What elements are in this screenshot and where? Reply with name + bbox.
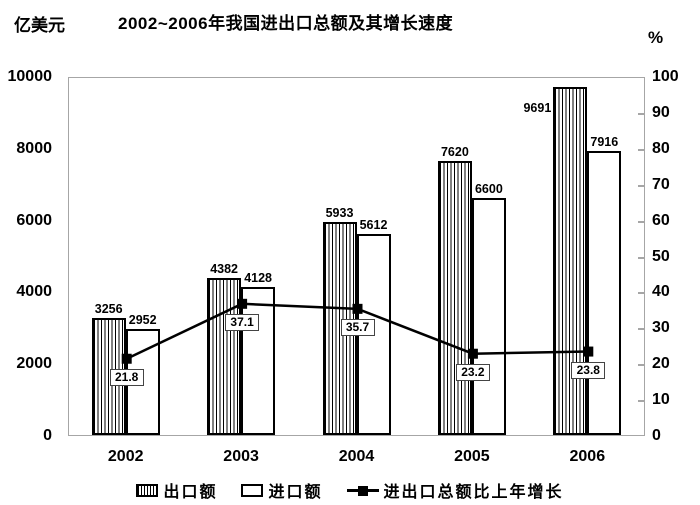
y-axis-right-tick-label: 60	[652, 211, 670, 229]
y-axis-right-tick-label: 80	[652, 139, 670, 157]
right-axis-tick-mark	[638, 220, 644, 223]
bar-value-label: 9691	[523, 101, 552, 116]
bar-value-label: 3256	[94, 302, 123, 317]
import-bar-swatch-icon	[241, 483, 264, 497]
y-axis-right-tick-label: 20	[652, 355, 670, 373]
y-axis-right-tick-label: 70	[652, 175, 670, 193]
legend: 出口额 进口额 进出口总额比上年增长	[0, 478, 700, 502]
growth-value-label: 37.1	[225, 313, 260, 331]
bar-value-label: 5612	[359, 217, 388, 232]
left-axis-unit-label: 亿美元	[14, 16, 65, 35]
growth-line	[121, 298, 594, 364]
right-axis-tick-mark	[638, 400, 644, 403]
export-bar-2005	[437, 161, 472, 435]
growth-marker	[583, 346, 594, 357]
growth-value-label: 23.8	[571, 361, 606, 379]
right-axis-tick-mark	[638, 364, 644, 367]
y-axis-left-tick-label: 10000	[7, 68, 53, 85]
y-axis-left-tick-label: 4000	[16, 283, 52, 301]
legend-item-growth: 进出口总额比上年增长	[346, 478, 564, 502]
right-axis-unit-label: %	[648, 28, 664, 47]
growth-marker	[352, 303, 363, 314]
y-axis-left-tick-label: 0	[43, 427, 52, 444]
x-axis-label-2005: 2005	[454, 448, 490, 465]
x-axis-label-2002: 2002	[107, 448, 144, 465]
y-axis-right-tick-label: 0	[652, 427, 661, 444]
growth-value-label: 23.2	[455, 363, 490, 381]
bar-value-label: 7620	[440, 145, 469, 160]
export-bar-2003	[207, 277, 242, 435]
y-axis-right-tick-label: 30	[652, 319, 670, 337]
growth-line-swatch-icon	[346, 484, 379, 497]
y-axis-left-tick-label: 8000	[16, 139, 52, 157]
legend-label-import: 进口额	[268, 484, 323, 501]
growth-value-label: 21.8	[109, 368, 144, 386]
chart-title: 2002~2006年我国进出口总额及其增长速度	[118, 14, 454, 33]
bar-value-label: 5933	[325, 206, 354, 220]
y-axis-right-tick-label: 90	[652, 103, 670, 121]
export-bar-swatch-icon	[136, 483, 159, 497]
x-axis-label-2003: 2003	[223, 448, 259, 465]
bar-value-label: 6600	[474, 182, 503, 197]
y-axis-left-tick-label: 6000	[16, 211, 52, 229]
plot-area: 3256 4382 5933 7620 9691 2952 4128 5612 6600 7916…	[68, 77, 645, 436]
growth-marker	[237, 298, 248, 309]
legend-label-growth: 进出口总额比上年增长	[383, 484, 564, 501]
y-axis-right-tick-label: 50	[652, 247, 670, 265]
right-axis-tick-mark	[638, 328, 644, 331]
legend-label-export: 出口额	[163, 484, 218, 501]
y-axis-right-tick-label: 100	[652, 68, 679, 85]
import-bar-2005	[471, 198, 506, 435]
right-axis-tick-mark	[638, 112, 644, 115]
right-axis-tick-mark	[638, 148, 644, 151]
legend-item-import: 进口额	[241, 478, 322, 502]
bar-value-label: 2952	[128, 313, 157, 328]
y-axis-left-tick-label: 2000	[16, 355, 52, 373]
right-axis-tick-mark	[638, 256, 644, 259]
legend-item-export: 出口额	[136, 478, 217, 502]
growth-marker	[121, 353, 132, 364]
x-axis-label-2004: 2004	[338, 448, 375, 465]
right-axis-tick-mark	[638, 184, 644, 187]
import-bar-2003	[241, 286, 276, 435]
bar-value-label: 4382	[210, 261, 238, 276]
growth-value-label: 35.7	[340, 318, 375, 336]
growth-marker	[467, 348, 478, 359]
bar-value-label: 4128	[244, 270, 272, 285]
x-axis-label-2006: 2006	[569, 448, 606, 465]
y-axis-right-tick-label: 40	[652, 283, 670, 301]
import-bar-2006	[587, 150, 622, 435]
bar-value-label: 7916	[590, 134, 619, 149]
y-axis-right-tick-label: 10	[652, 391, 670, 409]
right-axis-tick-mark	[638, 292, 644, 295]
